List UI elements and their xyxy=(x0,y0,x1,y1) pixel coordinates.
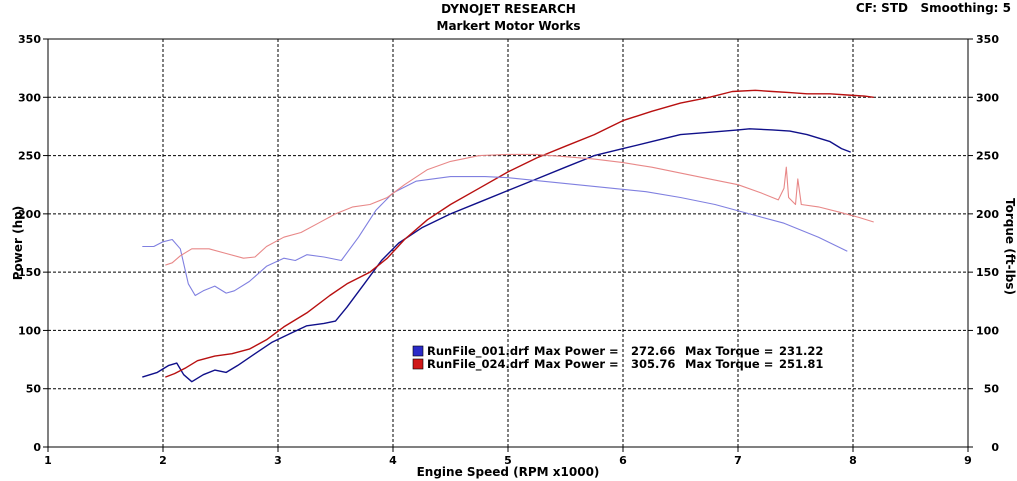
y-left-tick-label: 250 xyxy=(18,150,41,163)
axis-ticks: 1 2 3 4 5 6 7 8 9 0 0 50 50 100 100 150 150 200 200 250 250 3… xyxy=(18,33,999,467)
y-left-tick-label: 350 xyxy=(18,33,41,46)
y-right-tick-label: 0 xyxy=(991,441,999,454)
y-left-tick-label: 50 xyxy=(26,383,42,396)
legend-max-torque: 251.81 xyxy=(779,357,823,371)
series-power-runfile-001-drf xyxy=(142,128,851,383)
x-tick-label: 6 xyxy=(619,454,627,467)
y-left-tick-label: 150 xyxy=(18,266,41,279)
y-right-tick-label: 150 xyxy=(976,266,999,279)
series-power-runfile-024-drf xyxy=(165,89,874,378)
correction-smoothing-info: CF: STD Smoothing: 5 xyxy=(855,1,1011,15)
legend-swatch xyxy=(412,345,424,357)
y-left-tick-label: 200 xyxy=(18,208,41,221)
legend-power-label: Max Power = xyxy=(534,357,619,371)
legend: RunFile_001.drf Max Power = 272.66 Max Torq… xyxy=(412,344,823,372)
x-tick-label: 3 xyxy=(274,454,282,467)
y-right-tick-label: 100 xyxy=(976,324,999,337)
legend-file: RunFile_024.drf xyxy=(427,357,530,372)
legend-torque-label: Max Torque = xyxy=(685,357,773,371)
chart-title: DYNOJET RESEARCH xyxy=(441,2,576,16)
chart-subtitle: Markert Motor Works xyxy=(436,19,581,33)
legend-max-power: 272.66 xyxy=(631,344,675,358)
x-tick-label: 4 xyxy=(389,454,397,467)
legend-power-label: Max Power = xyxy=(534,344,619,358)
y-left-tick-label: 300 xyxy=(18,91,41,104)
legend-max-torque: 231.22 xyxy=(779,344,823,358)
x-tick-label: 9 xyxy=(964,454,972,467)
legend-max-power: 305.76 xyxy=(631,357,675,371)
legend-file: RunFile_001.drf xyxy=(427,344,530,359)
y-right-tick-label: 50 xyxy=(984,383,1000,396)
x-tick-label: 5 xyxy=(504,454,512,467)
legend-torque-label: Max Torque = xyxy=(685,344,773,358)
y-right-tick-label: 200 xyxy=(976,208,999,221)
y-left-tick-label: 100 xyxy=(18,324,41,337)
x-axis-label: Engine Speed (RPM x1000) xyxy=(416,465,600,479)
y-right-tick-label: 350 xyxy=(976,33,999,46)
legend-swatch xyxy=(412,358,424,370)
series-torque-runfile-001-drf xyxy=(142,176,848,297)
y-left-tick-label: 0 xyxy=(33,441,41,454)
x-tick-label: 1 xyxy=(44,454,52,467)
series-torque-runfile-024-drf xyxy=(165,153,874,266)
x-tick-label: 2 xyxy=(159,454,167,467)
series-lines xyxy=(142,89,874,383)
x-tick-label: 7 xyxy=(734,454,742,467)
grid xyxy=(48,39,968,447)
y-right-tick-label: 300 xyxy=(976,91,999,104)
y-right-tick-label: 250 xyxy=(976,150,999,163)
x-tick-label: 8 xyxy=(849,454,857,467)
